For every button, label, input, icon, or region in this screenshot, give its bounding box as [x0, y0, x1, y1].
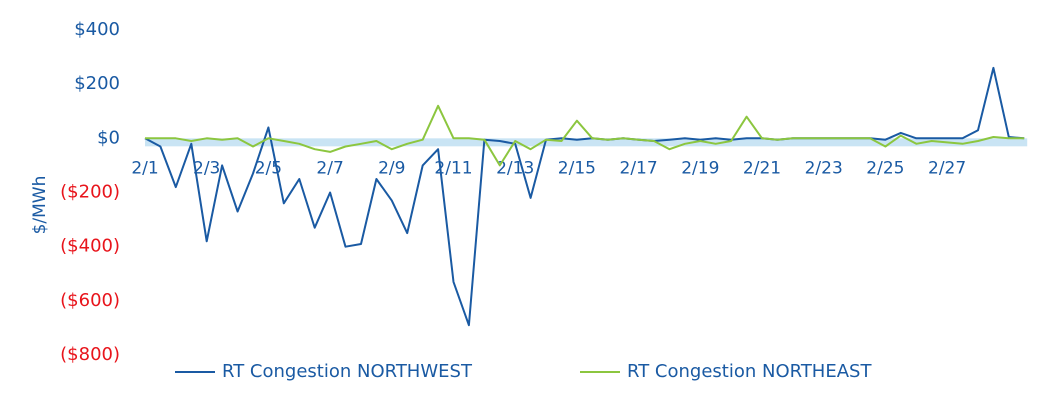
x-tick-label: 2/27 — [928, 158, 966, 178]
y-tick-label: ($600) — [60, 290, 120, 311]
y-tick-label: ($400) — [60, 236, 120, 257]
x-tick-label: 2/17 — [620, 158, 658, 178]
y-tick-label: $400 — [74, 19, 120, 40]
x-tick-label: 2/21 — [743, 158, 781, 178]
y-tick-label: $0 — [97, 127, 120, 148]
line-series — [145, 104, 1025, 167]
x-tick-label: 2/13 — [496, 158, 534, 178]
y-tick-label: $200 — [74, 73, 120, 94]
x-tick-label: 2/9 — [378, 158, 405, 178]
line-series — [144, 66, 1025, 327]
x-tick-label: 2/11 — [434, 158, 472, 178]
x-tick-label: 2/7 — [316, 158, 343, 178]
x-tick-label: 2/3 — [193, 158, 220, 178]
x-tick-label: 2/1 — [131, 158, 158, 178]
x-tick-label: 2/19 — [681, 158, 719, 178]
legend-label: RT Congestion NORTHEAST — [627, 361, 872, 382]
y-tick-label: ($800) — [60, 344, 120, 365]
y-tick-label: ($200) — [60, 182, 120, 203]
x-tick-label: 2/25 — [866, 158, 904, 178]
x-tick-label: 2/23 — [805, 158, 843, 178]
legend-label: RT Congestion NORTHWEST — [222, 361, 473, 382]
y-axis-label: $/MWh — [30, 176, 50, 235]
x-tick-label: 2/15 — [558, 158, 596, 178]
zero-band — [145, 138, 1028, 147]
